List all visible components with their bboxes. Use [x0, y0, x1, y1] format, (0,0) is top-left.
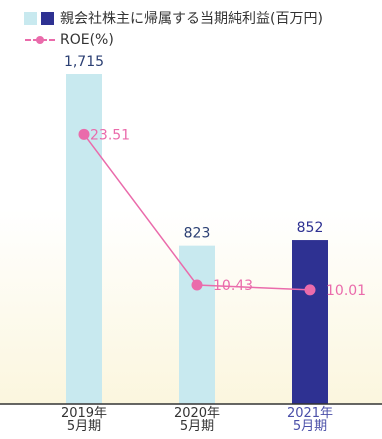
x-tick-period: 5月期 — [179, 419, 215, 434]
legend-swatch-light — [24, 11, 37, 25]
roe-value-label-2: 10.01 — [326, 283, 366, 299]
bar-value-label-0: 1,715 — [64, 54, 104, 70]
bar-1 — [179, 245, 215, 404]
legend-line-marker — [24, 35, 56, 45]
legend-bar-entry: 親会社株主に帰属する当期純利益(百万円) — [24, 9, 323, 27]
roe-point-2 — [304, 284, 316, 296]
bar-2 — [292, 240, 328, 404]
bar-0 — [66, 74, 102, 404]
x-tick-period: 5月期 — [66, 419, 102, 434]
legend-line-label: ROE(%) — [60, 32, 114, 48]
roe-value-label-1: 10.43 — [213, 278, 253, 294]
x-tick-label-1: 2020年 5月期 — [162, 407, 232, 433]
roe-value-label-0: 23.51 — [90, 127, 130, 143]
x-tick-period: 5月期 — [292, 419, 328, 434]
roe-point-1 — [191, 279, 203, 291]
roe-point-0 — [78, 128, 90, 140]
x-tick-year: 2021年 — [286, 406, 334, 421]
legend-line-entry: ROE(%) — [24, 31, 114, 49]
x-tick-year: 2019年 — [60, 406, 108, 421]
x-tick-label-2: 2021年 5月期 — [275, 407, 345, 433]
bar-value-label-1: 823 — [184, 226, 211, 242]
x-tick-year: 2020年 — [173, 406, 221, 421]
legend-bar-label: 親会社株主に帰属する当期純利益(百万円) — [60, 11, 323, 27]
bar-value-label-2: 852 — [297, 220, 324, 236]
legend-swatch-dark — [41, 11, 54, 25]
x-tick-label-0: 2019年 5月期 — [49, 407, 119, 433]
